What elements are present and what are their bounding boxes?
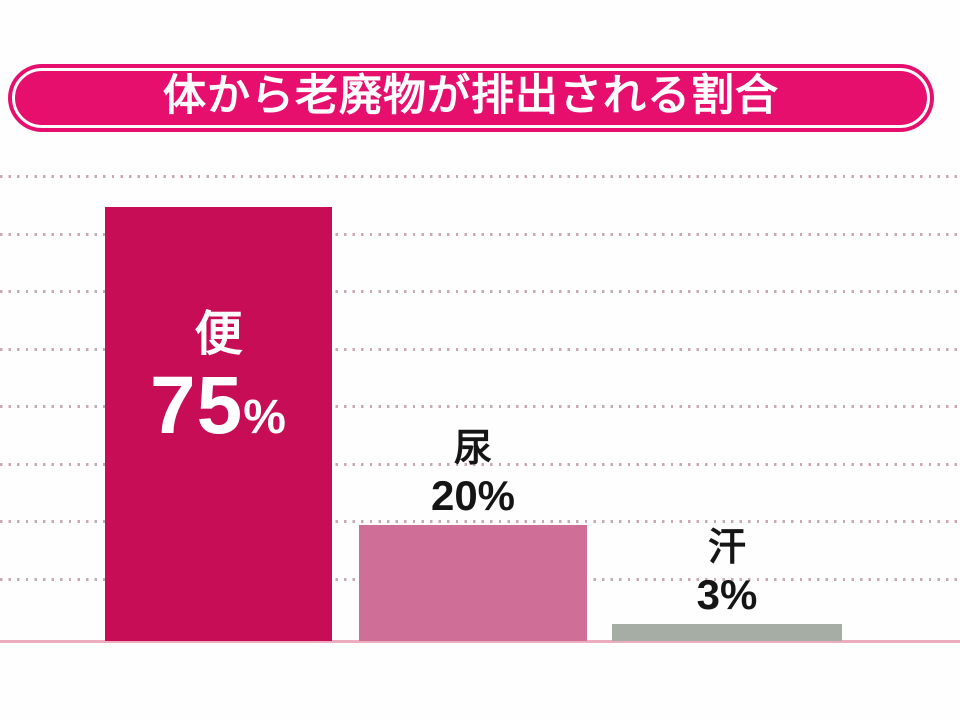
bar-label-feces: 便 75% — [150, 305, 287, 447]
value-label-sweat: 3% — [696, 570, 758, 618]
bar-sweat — [612, 624, 842, 641]
value-number: 75 — [150, 360, 244, 451]
value-number: 20 — [430, 471, 478, 519]
value-number: 3 — [696, 570, 720, 618]
bar-group-sweat: 汗 3% — [612, 527, 842, 641]
grid-dotline — [0, 348, 960, 351]
grid-dotline — [0, 175, 960, 178]
bar-label-urine: 尿 20% — [431, 427, 515, 519]
grid-dotline — [0, 520, 960, 523]
value-label-urine: 20% — [430, 471, 516, 519]
grid-dotline — [0, 290, 960, 293]
grid-dotline — [0, 463, 960, 466]
bar-urine — [359, 525, 587, 641]
banner-inner-border: 体から老廃物が排出される割合 — [12, 68, 930, 128]
percent-sign: % — [243, 391, 287, 444]
x-axis-line — [0, 640, 960, 643]
percent-sign: % — [720, 570, 758, 618]
bar-group-urine: 尿 20% — [359, 428, 587, 641]
percent-sign: % — [477, 471, 516, 519]
category-label-sweat: 汗 — [707, 527, 746, 570]
grid-dotline — [0, 405, 960, 408]
chart-title-banner: 体から老廃物が排出される割合 — [8, 64, 934, 132]
bar-feces — [105, 207, 332, 641]
bar-label-sweat: 汗 3% — [697, 526, 758, 618]
grid-dotline — [0, 233, 960, 236]
category-label-feces: 便 — [194, 308, 243, 361]
bar-group-feces: 便 75% — [105, 207, 332, 641]
chart-title: 体から老廃物が排出される割合 — [163, 72, 779, 120]
value-label-feces: 75% — [150, 365, 287, 447]
category-label-urine: 尿 — [453, 428, 493, 471]
